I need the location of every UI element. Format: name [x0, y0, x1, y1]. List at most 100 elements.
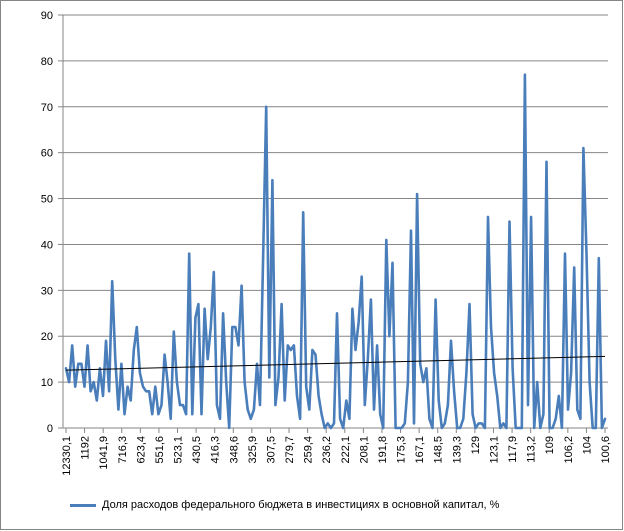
data-point: [351, 307, 354, 310]
legend: Доля расходов федерального бюджета в инв…: [70, 495, 499, 515]
y-tick-labels: 0 10 20 30 40 50 60 70 80 90: [41, 10, 53, 435]
data-point: [308, 408, 311, 411]
data-point: [539, 427, 542, 429]
x-tick-label: 259,4: [303, 436, 315, 464]
data-point: [490, 326, 492, 328]
data-point: [360, 275, 363, 278]
x-tick-label: 113,2: [526, 436, 538, 463]
data-point: [139, 372, 141, 374]
data-point: [296, 395, 298, 397]
data-point: [243, 381, 246, 383]
data-point: [431, 427, 434, 429]
data-point: [148, 390, 150, 393]
data-point: [339, 418, 341, 420]
data-point: [407, 381, 409, 383]
data-point: [542, 413, 545, 416]
data-point: [173, 330, 175, 333]
data-point: [342, 427, 345, 429]
x-tick-label: 551,6: [154, 436, 166, 464]
data-point: [299, 418, 301, 420]
data-point: [576, 408, 579, 411]
x-tick-label: 1192: [80, 436, 92, 460]
data-point: [200, 413, 203, 416]
x-tick-label: 222,1: [340, 436, 352, 464]
data-point: [397, 427, 400, 429]
data-point: [234, 326, 237, 328]
data-point: [169, 418, 172, 420]
data-point: [262, 257, 264, 260]
x-tick-label: 325,9: [247, 436, 259, 464]
data-point: [357, 321, 360, 324]
data-point: [348, 418, 351, 420]
x-tick-label: 236,2: [321, 436, 333, 464]
y-tick-label: 60: [41, 148, 53, 160]
data-point: [268, 376, 271, 379]
data-point: [151, 413, 153, 416]
data-point: [554, 418, 557, 420]
data-point: [456, 427, 459, 429]
data-point: [213, 271, 215, 273]
data-point: [191, 413, 194, 416]
data-point: [305, 385, 308, 388]
data-point: [293, 344, 295, 347]
data-point: [219, 418, 221, 420]
trendline-layer: [65, 355, 606, 371]
data-point: [216, 404, 218, 406]
x-tick-label: 117,9: [507, 436, 519, 463]
data-point: [434, 298, 437, 301]
data-point: [320, 413, 323, 416]
data-point: [394, 427, 397, 429]
data-point: [290, 349, 292, 351]
data-point: [354, 349, 357, 351]
data-point: [253, 408, 255, 411]
series-line: [64, 73, 607, 430]
data-point: [370, 298, 372, 301]
data-point: [323, 427, 326, 429]
data-point: [210, 326, 212, 328]
data-point: [176, 381, 178, 383]
x-tick-label: 1041,9: [98, 436, 110, 470]
data-point: [126, 385, 129, 388]
data-point: [459, 427, 462, 429]
data-point: [511, 367, 514, 370]
data-point: [422, 381, 425, 383]
data-point: [197, 303, 200, 305]
data-point: [437, 399, 440, 402]
gridlines: [63, 14, 608, 383]
data-point: [237, 344, 240, 347]
data-point: [530, 216, 532, 218]
data-point: [527, 404, 529, 406]
data-point: [228, 427, 230, 429]
data-point: [462, 418, 465, 420]
data-point: [311, 349, 314, 351]
data-point: [579, 418, 582, 420]
data-point: [487, 216, 489, 218]
data-point: [410, 229, 412, 232]
data-point: [595, 427, 597, 429]
data-point: [302, 211, 305, 214]
data-point: [474, 427, 477, 429]
data-point: [277, 376, 280, 379]
data-point: [413, 422, 415, 425]
data-point: [521, 427, 523, 429]
y-tick-label: 10: [41, 377, 53, 389]
data-point: [330, 427, 332, 429]
data-point: [86, 344, 89, 347]
data-point: [102, 395, 104, 397]
data-point: [425, 367, 428, 370]
data-point: [564, 252, 566, 255]
data-point: [80, 363, 83, 365]
data-point: [317, 395, 320, 397]
data-point: [206, 358, 209, 361]
data-point: [385, 239, 388, 241]
x-tick-label: 623,4: [135, 436, 147, 464]
y-tick-label: 0: [47, 423, 53, 435]
data-point: [428, 418, 431, 420]
data-point: [182, 404, 184, 406]
data-point: [283, 399, 286, 402]
data-point: [465, 372, 468, 374]
data-point: [447, 404, 449, 406]
x-tick-label: 175,3: [396, 436, 408, 464]
x-tick-label: 208,1: [358, 436, 370, 464]
